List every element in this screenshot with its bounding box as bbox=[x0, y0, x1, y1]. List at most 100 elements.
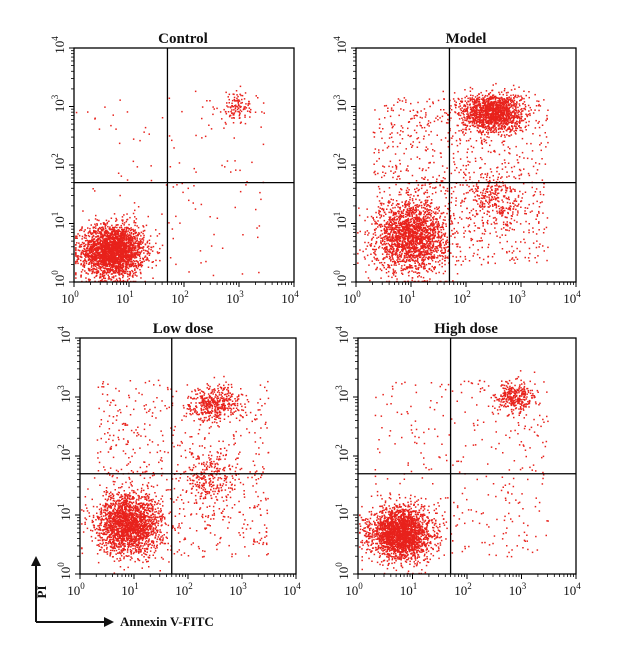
data-point bbox=[389, 219, 391, 222]
data-point bbox=[390, 228, 392, 230]
data-point bbox=[82, 265, 84, 267]
data-point bbox=[439, 215, 442, 217]
data-point bbox=[78, 249, 81, 252]
data-point bbox=[89, 279, 91, 281]
data-point bbox=[126, 245, 128, 248]
data-point bbox=[395, 225, 397, 227]
data-point bbox=[398, 263, 400, 265]
data-point bbox=[93, 244, 95, 247]
data-point bbox=[123, 237, 125, 239]
data-point bbox=[394, 245, 396, 247]
data-point bbox=[91, 232, 93, 234]
data-point bbox=[132, 270, 134, 273]
data-point bbox=[128, 246, 130, 248]
data-point bbox=[90, 245, 92, 248]
data-point bbox=[413, 250, 415, 253]
data-point bbox=[108, 228, 110, 230]
data-point bbox=[384, 235, 387, 237]
data-point bbox=[107, 274, 109, 276]
data-point bbox=[404, 261, 407, 263]
data-point bbox=[425, 232, 428, 234]
data-point bbox=[114, 263, 116, 265]
data-point bbox=[100, 230, 103, 232]
data-point bbox=[412, 243, 414, 245]
data-point bbox=[90, 233, 93, 236]
data-point bbox=[408, 189, 410, 191]
data-point bbox=[91, 246, 93, 248]
data-point bbox=[128, 239, 130, 241]
data-point bbox=[403, 264, 406, 266]
data-point bbox=[408, 234, 411, 236]
data-point bbox=[411, 235, 414, 237]
data-point bbox=[121, 250, 124, 253]
data-point bbox=[81, 269, 84, 271]
data-point bbox=[107, 235, 109, 238]
data-point bbox=[99, 273, 102, 275]
data-point bbox=[406, 212, 408, 214]
data-point bbox=[114, 257, 116, 259]
data-point bbox=[401, 201, 403, 203]
data-point bbox=[366, 216, 369, 218]
data-point bbox=[430, 229, 432, 231]
data-point bbox=[429, 232, 432, 234]
data-point bbox=[97, 249, 99, 252]
data-point bbox=[128, 228, 131, 230]
data-point bbox=[122, 254, 124, 256]
data-point bbox=[114, 247, 116, 249]
data-point bbox=[405, 242, 407, 245]
data-point bbox=[136, 225, 138, 227]
data-point bbox=[400, 188, 402, 190]
data-point bbox=[434, 218, 437, 220]
data-point bbox=[84, 270, 86, 272]
data-point bbox=[389, 217, 391, 220]
data-point bbox=[121, 247, 123, 250]
data-point bbox=[403, 227, 406, 229]
data-point bbox=[412, 211, 415, 214]
data-point bbox=[400, 210, 402, 213]
data-point bbox=[402, 216, 405, 219]
data-point bbox=[438, 237, 440, 239]
data-point bbox=[397, 258, 399, 260]
data-point bbox=[393, 231, 395, 233]
data-point bbox=[96, 269, 98, 271]
data-point bbox=[423, 219, 425, 222]
data-point bbox=[433, 226, 436, 229]
data-point bbox=[438, 263, 441, 266]
data-point bbox=[123, 243, 126, 245]
data-point bbox=[415, 225, 418, 228]
data-point bbox=[377, 220, 379, 222]
data-point bbox=[464, 89, 466, 91]
data-point bbox=[431, 240, 433, 243]
data-point bbox=[85, 260, 88, 263]
data-point bbox=[91, 264, 93, 267]
data-point bbox=[102, 256, 104, 259]
data-point bbox=[107, 258, 110, 261]
data-point bbox=[428, 213, 430, 216]
data-point bbox=[395, 262, 397, 264]
data-point bbox=[370, 253, 372, 255]
data-point bbox=[179, 222, 181, 224]
data-point bbox=[389, 256, 392, 259]
data-point bbox=[89, 270, 91, 272]
data-point bbox=[395, 219, 397, 221]
data-point bbox=[137, 245, 139, 247]
data-point bbox=[82, 263, 85, 266]
data-point bbox=[441, 234, 443, 236]
data-point bbox=[114, 226, 116, 228]
data-point bbox=[224, 166, 226, 168]
data-point bbox=[400, 233, 402, 235]
data-point bbox=[212, 113, 214, 116]
data-point bbox=[527, 113, 530, 116]
data-point bbox=[107, 255, 109, 258]
data-point bbox=[142, 225, 144, 227]
data-point bbox=[103, 259, 105, 262]
data-point bbox=[425, 218, 427, 220]
data-point bbox=[431, 265, 433, 268]
data-point bbox=[432, 237, 434, 239]
data-point bbox=[417, 276, 419, 278]
data-point bbox=[126, 251, 128, 253]
data-point bbox=[441, 226, 444, 228]
data-point bbox=[392, 268, 395, 271]
data-point bbox=[120, 232, 122, 234]
data-point bbox=[116, 257, 118, 259]
